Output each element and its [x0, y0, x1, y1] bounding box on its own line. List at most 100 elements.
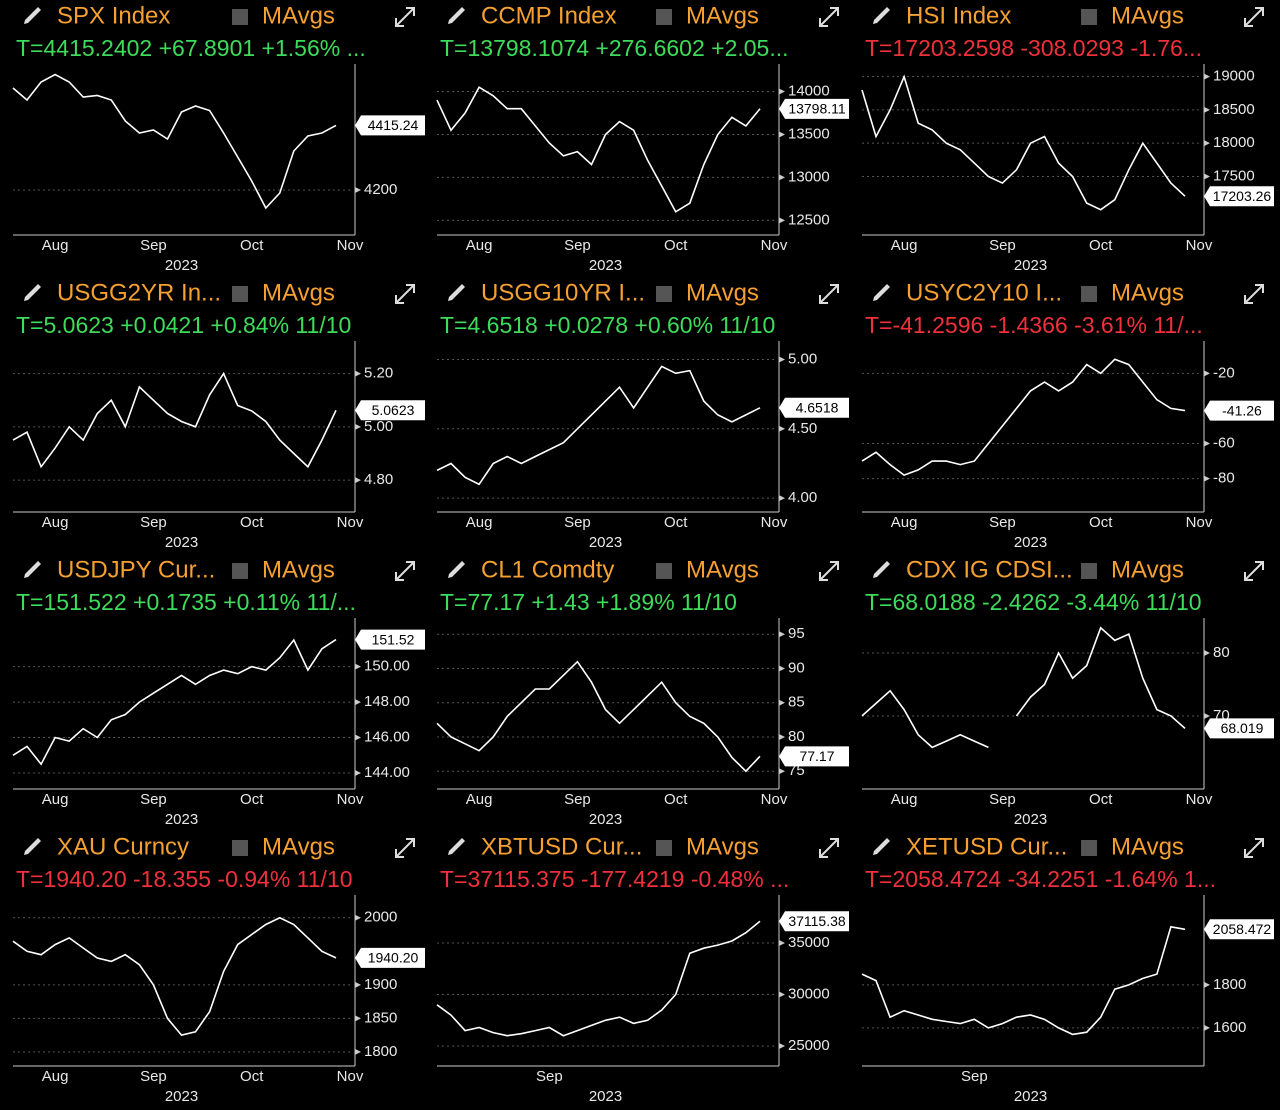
y-tick-label: 5.00: [364, 418, 393, 435]
last-price-tag: [1204, 718, 1274, 739]
x-tick-label: Nov: [337, 237, 364, 254]
price-line: [436, 86, 761, 213]
mavgs-checkbox[interactable]: [1081, 563, 1097, 579]
x-tick-label: Nov: [337, 514, 364, 531]
mavgs-checkbox[interactable]: [232, 840, 248, 856]
y-tick-label: 13000: [788, 168, 830, 185]
edit-icon[interactable]: [873, 284, 890, 301]
x-axis-year: 2023: [589, 811, 622, 828]
price-line: [12, 73, 337, 210]
x-tick-label: Aug: [466, 791, 493, 808]
expand-icon[interactable]: [819, 838, 839, 858]
expand-icon[interactable]: [395, 561, 415, 581]
edit-icon[interactable]: [24, 838, 41, 855]
edit-icon[interactable]: [873, 838, 890, 855]
edit-icon[interactable]: [873, 561, 890, 578]
last-price-label: -41.26: [1222, 402, 1262, 418]
mavgs-label[interactable]: MAvgs: [686, 2, 759, 29]
expand-icon[interactable]: [819, 284, 839, 304]
mavgs-checkbox[interactable]: [1081, 9, 1097, 25]
edit-icon[interactable]: [873, 7, 890, 24]
mavgs-label[interactable]: MAvgs: [262, 833, 335, 860]
edit-icon[interactable]: [448, 838, 465, 855]
expand-icon[interactable]: [395, 838, 415, 858]
mavgs-label[interactable]: MAvgs: [686, 833, 759, 860]
y-tick-label: 1900: [364, 976, 397, 993]
mavgs-label[interactable]: MAvgs: [262, 556, 335, 583]
edit-icon[interactable]: [24, 284, 41, 301]
mavgs-label[interactable]: MAvgs: [686, 279, 759, 306]
expand-icon[interactable]: [819, 561, 839, 581]
expand-icon[interactable]: [1244, 561, 1264, 581]
tick-mark: [779, 768, 785, 775]
mavgs-label[interactable]: MAvgs: [1111, 2, 1184, 29]
mavgs-label[interactable]: MAvgs: [686, 556, 759, 583]
edit-icon[interactable]: [24, 7, 41, 24]
x-axis-year: 2023: [589, 1088, 622, 1105]
tick-mark: [779, 131, 785, 138]
mavgs-checkbox[interactable]: [656, 563, 672, 579]
x-tick-label: Nov: [337, 1068, 364, 1085]
expand-icon[interactable]: [395, 284, 415, 304]
quote-line: T=68.0188 -2.4262 -3.44% 11/10: [865, 589, 1202, 615]
expand-icon[interactable]: [1244, 284, 1264, 304]
x-tick-label: Nov: [1186, 237, 1213, 254]
quote-line: T=4.6518 +0.0278 +0.60% 11/10: [440, 312, 775, 338]
last-price-label: 1940.20: [368, 950, 419, 966]
y-tick-label: 4.50: [788, 420, 817, 437]
y-tick-label: 30000: [788, 985, 830, 1002]
tick-mark: [355, 423, 361, 430]
y-tick-label: 4.00: [788, 489, 817, 506]
tick-mark: [355, 699, 361, 706]
price-line: [12, 638, 337, 766]
expand-icon[interactable]: [819, 7, 839, 27]
x-tick-label: Aug: [466, 514, 493, 531]
price-line: [12, 916, 337, 1036]
tick-mark: [1204, 475, 1210, 482]
y-tick-label: 80: [788, 728, 805, 745]
mavgs-label[interactable]: MAvgs: [1111, 556, 1184, 583]
security-title: USDJPY Cur...: [57, 556, 215, 583]
x-tick-label: Sep: [140, 237, 167, 254]
mavgs-checkbox[interactable]: [232, 286, 248, 302]
last-price-label: 17203.26: [1213, 188, 1272, 204]
tick-mark: [355, 981, 361, 988]
mavgs-label[interactable]: MAvgs: [262, 2, 335, 29]
edit-icon[interactable]: [448, 7, 465, 24]
edit-icon[interactable]: [448, 561, 465, 578]
price-line: [436, 365, 761, 486]
expand-icon[interactable]: [395, 7, 415, 27]
x-tick-label: Sep: [140, 514, 167, 531]
tick-mark: [1204, 1024, 1210, 1031]
tick-mark: [779, 425, 785, 432]
x-tick-label: Oct: [240, 1068, 264, 1085]
tick-mark: [355, 187, 361, 193]
tick-mark: [779, 356, 785, 363]
last-price-label: 77.17: [799, 748, 834, 764]
mavgs-label[interactable]: MAvgs: [1111, 279, 1184, 306]
x-axis-year: 2023: [165, 1088, 198, 1105]
y-tick-label: 95: [788, 625, 805, 642]
mavgs-checkbox[interactable]: [656, 9, 672, 25]
last-price-label: 151.52: [372, 631, 415, 647]
expand-icon[interactable]: [1244, 838, 1264, 858]
mavgs-checkbox[interactable]: [1081, 286, 1097, 302]
price-line: [436, 660, 761, 773]
edit-icon[interactable]: [24, 561, 41, 578]
quote-line: T=77.17 +1.43 +1.89% 11/10: [440, 589, 737, 615]
mavgs-checkbox[interactable]: [232, 563, 248, 579]
expand-icon[interactable]: [1244, 7, 1264, 27]
mavgs-label[interactable]: MAvgs: [1111, 833, 1184, 860]
mavgs-checkbox[interactable]: [656, 286, 672, 302]
tick-mark: [1204, 712, 1210, 719]
y-tick-label: 1600: [1213, 1019, 1246, 1036]
mavgs-checkbox[interactable]: [656, 840, 672, 856]
security-title: USGG2YR In...: [57, 279, 221, 306]
y-tick-label: 18500: [1213, 101, 1255, 118]
mavgs-checkbox[interactable]: [1081, 840, 1097, 856]
edit-icon[interactable]: [448, 284, 465, 301]
mavgs-label[interactable]: MAvgs: [262, 279, 335, 306]
mavgs-checkbox[interactable]: [232, 9, 248, 25]
x-axis-year: 2023: [1014, 257, 1047, 274]
